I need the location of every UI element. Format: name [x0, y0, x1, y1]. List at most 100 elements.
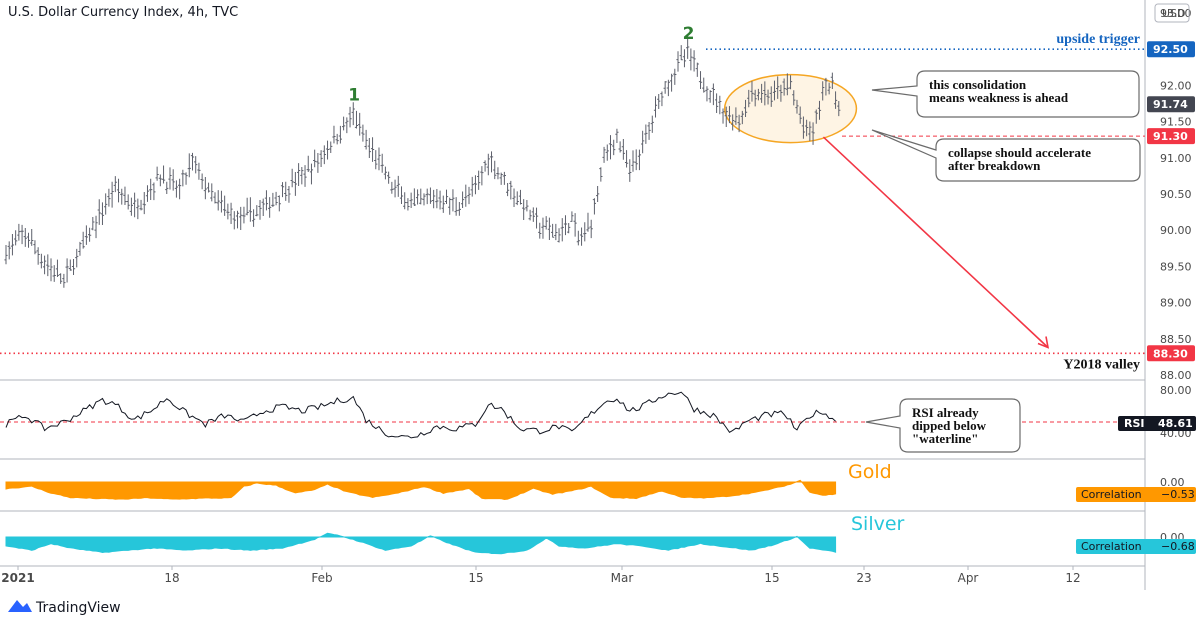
- ohlc-bar: [216, 190, 220, 211]
- ohlc-bar: [387, 171, 391, 184]
- ohlc-bar: [110, 181, 114, 208]
- ohlc-bar: [348, 106, 352, 128]
- ohlc-bar: [769, 86, 773, 107]
- ohlc-bar: [531, 207, 535, 222]
- ohlc-bar: [290, 168, 294, 188]
- currency-label: USD: [1162, 7, 1186, 20]
- ohlc-bar: [300, 166, 304, 185]
- rsi-tick-80: 80.00: [1160, 384, 1192, 397]
- ohlc-bar: [14, 230, 18, 246]
- callout-text-0-1: means weakness is ahead: [929, 90, 1069, 105]
- ohlc-bar: [358, 112, 362, 136]
- ohlc-bar: [428, 187, 433, 204]
- ohlc-bar: [637, 149, 642, 171]
- ohlc-bar: [46, 254, 50, 277]
- ohlc-bar: [544, 216, 548, 230]
- ohlc-bar: [830, 72, 834, 89]
- ohlc-bar: [602, 146, 606, 163]
- ohlc-bar: [165, 181, 169, 195]
- ohlc-bar: [20, 224, 24, 245]
- ohlc-bar: [489, 151, 494, 173]
- ohlc-bar: [502, 171, 506, 185]
- ohlc-bar: [223, 195, 227, 216]
- ohlc-bar: [329, 141, 333, 153]
- x-tick-8: 12: [1065, 571, 1080, 585]
- callout-text-2-2: "waterline": [912, 431, 978, 446]
- ohlc-bar: [743, 99, 748, 117]
- ohlc-bar: [711, 83, 715, 106]
- ohlc-bar: [187, 153, 191, 178]
- ohlc-bar: [567, 223, 571, 234]
- ohlc-bar: [596, 185, 600, 202]
- ohlc-bar: [200, 173, 204, 190]
- ohlc-bar: [721, 108, 725, 124]
- ohlc-bar: [129, 197, 133, 216]
- ohlc-bar: [740, 110, 744, 125]
- ohlc-bar: [68, 259, 72, 271]
- ohlc-bar: [17, 223, 21, 241]
- ohlc-bar: [776, 76, 780, 99]
- ohlc-bar: [139, 199, 143, 211]
- ohlc-bar: [833, 91, 838, 109]
- price-badge-92-50: 92.50: [1153, 43, 1188, 56]
- tradingview-logo[interactable]: TradingView: [8, 600, 121, 616]
- ohlc-bar: [493, 160, 497, 180]
- ohlc-bar: [801, 116, 806, 139]
- ohlc-bar: [126, 194, 130, 210]
- ohlc-bar: [554, 223, 558, 241]
- ohlc-bar: [438, 190, 442, 210]
- ohlc-bar: [374, 150, 378, 170]
- x-tick-1: 18: [164, 571, 179, 585]
- ohlc-bar: [698, 71, 703, 89]
- ohlc-bar: [612, 139, 616, 156]
- ohlc-bar: [541, 217, 545, 239]
- ohlc-bar: [573, 213, 577, 237]
- rsi-badge-value: 48.61: [1158, 417, 1193, 430]
- ohlc-bar: [88, 227, 92, 242]
- ohlc-bar: [10, 234, 15, 256]
- silver-name: Silver: [851, 513, 905, 535]
- ohlc-bar: [763, 81, 767, 106]
- ohlc-bar: [747, 89, 751, 108]
- silver-badge-value: −0.68: [1161, 540, 1195, 553]
- wave-label-2: 2: [683, 24, 695, 44]
- ohlc-bar: [370, 137, 375, 162]
- ohlc-bar: [116, 178, 121, 203]
- ohlc-bar: [367, 138, 371, 159]
- ohlc-bar: [325, 140, 330, 160]
- ohlc-bar: [284, 181, 288, 201]
- ohlc-bar: [624, 150, 629, 168]
- ohlc-bar: [181, 169, 185, 187]
- ohlc-bar: [795, 99, 799, 114]
- forecast-arrow-head: [1037, 336, 1050, 349]
- callout-text-0-0: this consolidation: [929, 77, 1027, 92]
- ohlc-bar: [772, 80, 777, 101]
- ohlc-bar: [178, 178, 182, 200]
- y-tick-91-00: 91.00: [1160, 152, 1192, 165]
- ohlc-bar: [152, 182, 156, 201]
- ohlc-bar: [460, 191, 465, 209]
- ohlc-bar: [641, 130, 645, 154]
- silver-badge-label: Correlation: [1081, 540, 1142, 553]
- y-tick-90-50: 90.50: [1160, 188, 1192, 201]
- ohlc-bar: [393, 179, 397, 198]
- ohlc-bar: [332, 125, 336, 144]
- ohlc-bar: [615, 128, 619, 143]
- ohlc-bar: [557, 228, 561, 243]
- ohlc-bar: [689, 48, 693, 71]
- ohlc-bar: [26, 232, 31, 248]
- ohlc-bar: [49, 258, 53, 282]
- ohlc-bar: [226, 203, 230, 220]
- ohlc-bar: [454, 197, 458, 216]
- ohlc-bar: [628, 159, 632, 182]
- ohlc-bar: [425, 188, 429, 205]
- ohlc-bar: [133, 192, 137, 218]
- gold-badge-value: −0.53: [1161, 488, 1195, 501]
- ohlc-bar: [155, 166, 159, 181]
- ohlc-bar: [695, 62, 699, 77]
- level-note-3: Y2018 valley: [1063, 357, 1140, 372]
- ohlc-bar: [731, 114, 735, 131]
- ohlc-bar: [380, 153, 384, 173]
- ohlc-bar: [280, 182, 285, 198]
